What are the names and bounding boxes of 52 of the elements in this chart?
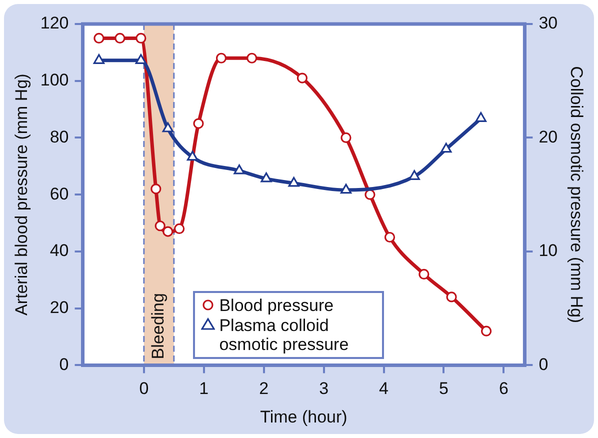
y2-tick-label: 0 xyxy=(538,354,548,374)
point xyxy=(288,176,300,187)
x-tick-label: 5 xyxy=(439,379,448,398)
point xyxy=(340,184,352,194)
y-tick-label: 0 xyxy=(59,354,69,374)
point xyxy=(408,170,420,180)
y-tick-label: 80 xyxy=(50,127,69,146)
point xyxy=(216,52,227,64)
point xyxy=(93,54,105,64)
band-label: Bleeding xyxy=(148,293,168,360)
point xyxy=(114,32,126,44)
point xyxy=(364,189,376,200)
y-tick-label: 20 xyxy=(50,298,69,318)
point xyxy=(234,164,245,174)
y2-axis-title: Colloid osmotic pressure (mm Hg) xyxy=(567,66,586,324)
x-tick-label: 3 xyxy=(319,379,329,398)
point xyxy=(174,223,185,234)
point xyxy=(446,292,457,302)
x-tick-label: 2 xyxy=(259,379,269,398)
point xyxy=(384,232,396,243)
point xyxy=(481,326,492,336)
point xyxy=(150,184,162,194)
point xyxy=(136,32,146,44)
point xyxy=(296,72,308,84)
point xyxy=(260,172,272,182)
y-axis-title: Arterial blood pressure (mm Hg) xyxy=(12,74,31,316)
legend-label: Plasma colloid osmotic pressure xyxy=(219,316,350,354)
y2-tick-label: 10 xyxy=(538,241,558,260)
point xyxy=(418,268,430,280)
y-tick-label: 100 xyxy=(40,70,69,90)
y2-tick-label: 20 xyxy=(538,127,558,146)
y-tick-label: 40 xyxy=(50,241,69,260)
x-tick-label: 4 xyxy=(379,379,389,398)
point xyxy=(193,118,204,129)
point xyxy=(440,142,452,153)
point xyxy=(475,112,486,122)
x-tick-label: 6 xyxy=(498,379,508,398)
point xyxy=(154,220,166,232)
point xyxy=(246,52,258,64)
x-tick-label: 0 xyxy=(139,379,149,398)
x-axis-title: Time (hour) xyxy=(260,407,348,426)
point xyxy=(162,122,174,132)
point xyxy=(94,32,104,44)
point xyxy=(162,226,174,237)
point xyxy=(135,54,146,64)
y2-tick-label: 30 xyxy=(538,14,558,33)
y-tick-label: 120 xyxy=(40,14,69,33)
legend-label: Blood pressure xyxy=(219,296,334,316)
point xyxy=(186,150,198,161)
y-tick-label: 60 xyxy=(50,184,69,204)
point xyxy=(340,132,352,144)
x-tick-label: 1 xyxy=(199,379,209,398)
